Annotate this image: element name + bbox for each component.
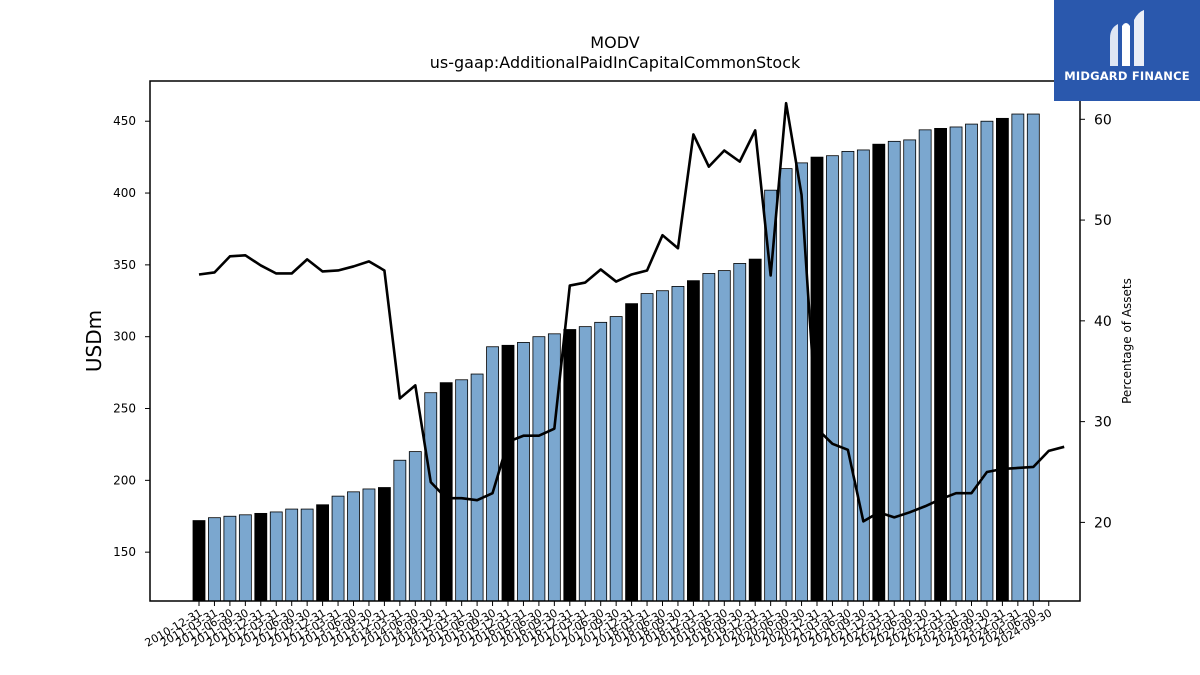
bar-2016-12-31 bbox=[563, 329, 577, 602]
bar-2019-12-31 bbox=[748, 258, 762, 602]
plot-frame bbox=[149, 80, 1081, 602]
bar-2024-03-31 bbox=[1011, 113, 1025, 602]
bar-2015-06-30 bbox=[470, 373, 484, 602]
bar-2020-06-30 bbox=[779, 168, 793, 602]
bar-2021-06-30 bbox=[841, 150, 855, 602]
bar-2019-06-30 bbox=[717, 270, 731, 602]
bar-2013-09-30 bbox=[362, 488, 376, 602]
y-tick-label: 350 bbox=[113, 258, 136, 272]
y-tick-label: 300 bbox=[113, 330, 136, 344]
bar-2020-03-31 bbox=[764, 189, 778, 602]
chart-subtitle: us-gaap:AdditionalPaidInCapitalCommonSto… bbox=[430, 53, 801, 72]
bar-2014-09-30 bbox=[424, 392, 438, 602]
bar-2017-09-30 bbox=[609, 316, 623, 602]
bar-2014-03-31 bbox=[393, 459, 407, 602]
y2-tick-label: 30 bbox=[1094, 415, 1112, 431]
bar-2011-03-31 bbox=[208, 517, 221, 602]
bar-2012-03-31 bbox=[269, 511, 283, 602]
bar-2016-09-30 bbox=[547, 333, 561, 602]
chart-title: MODV bbox=[590, 33, 639, 52]
midgard-finance-logo: MIDGARD FINANCE bbox=[1054, 0, 1200, 101]
percentage-line-group bbox=[198, 101, 1065, 523]
bar-2023-03-31 bbox=[949, 126, 963, 602]
bar-2012-09-30 bbox=[300, 508, 314, 602]
bar-2012-06-30 bbox=[285, 508, 299, 602]
bar-2017-12-31 bbox=[625, 303, 638, 602]
y-tick-label: 250 bbox=[113, 402, 136, 416]
bar-2011-06-30 bbox=[223, 515, 237, 602]
left-axis: 150 200 250 300 350 400 450 bbox=[113, 114, 150, 559]
bar-2021-12-31 bbox=[872, 143, 886, 602]
bar-2022-03-31 bbox=[887, 140, 901, 602]
bar-2013-12-31 bbox=[377, 487, 391, 602]
bar-2012-12-31 bbox=[316, 504, 330, 602]
y2-axis-label: Percentage of Assets bbox=[1120, 278, 1134, 404]
bar-2013-03-31 bbox=[331, 495, 345, 602]
bar-2022-09-30 bbox=[918, 129, 932, 602]
bar-2016-03-31 bbox=[517, 342, 530, 602]
bar-2017-06-30 bbox=[594, 321, 608, 602]
bar-2015-09-30 bbox=[486, 346, 499, 602]
bar-2023-06-30 bbox=[965, 123, 978, 602]
bar-2020-09-30 bbox=[795, 162, 808, 602]
bar-2023-12-31 bbox=[996, 117, 1009, 602]
y2-tick-label: 40 bbox=[1094, 314, 1112, 330]
bar-2014-12-31 bbox=[439, 382, 453, 602]
y-tick-label: 200 bbox=[113, 473, 136, 487]
logo-text: MIDGARD FINANCE bbox=[1064, 69, 1190, 83]
bar-2024-06-30 bbox=[1026, 113, 1040, 602]
bar-2017-03-31 bbox=[578, 326, 592, 602]
bar-2014-06-30 bbox=[408, 451, 422, 602]
y2-tick-label: 20 bbox=[1094, 515, 1112, 531]
y-tick-label: 450 bbox=[113, 114, 136, 128]
bar-2021-03-31 bbox=[826, 155, 839, 602]
x-axis: 2010-12-312011-03-312011-06-302011-09-30… bbox=[143, 601, 1054, 650]
percentage-line bbox=[198, 101, 1065, 523]
bar-2013-06-30 bbox=[347, 491, 360, 602]
y2-tick-label: 50 bbox=[1094, 213, 1112, 229]
y-tick-label: 150 bbox=[113, 545, 136, 559]
bar-2018-03-31 bbox=[640, 293, 654, 602]
bar-2022-12-31 bbox=[934, 127, 947, 602]
bar-2011-12-31 bbox=[254, 512, 268, 602]
bar-2011-09-30 bbox=[238, 514, 252, 602]
bar-2015-03-31 bbox=[455, 379, 469, 602]
y2-tick-label: 60 bbox=[1094, 112, 1112, 128]
bar-2016-06-30 bbox=[532, 336, 546, 602]
bar-2015-12-31 bbox=[501, 344, 515, 602]
right-axis: 20 30 40 50 60 bbox=[1080, 112, 1112, 531]
bar-2018-06-30 bbox=[656, 290, 669, 602]
bar-2023-09-30 bbox=[980, 120, 994, 602]
bar-2019-03-31 bbox=[702, 273, 716, 602]
bar-2022-06-30 bbox=[903, 139, 917, 602]
y-tick-label: 400 bbox=[113, 186, 136, 200]
midgard-logo-icon bbox=[1110, 10, 1144, 66]
y-axis-label: USDm bbox=[82, 310, 106, 372]
bars-group bbox=[192, 113, 1040, 602]
bar-2019-09-30 bbox=[733, 263, 747, 602]
bar-2010-12-31 bbox=[192, 520, 206, 602]
bar-2021-09-30 bbox=[856, 149, 870, 602]
bar-2018-09-30 bbox=[671, 286, 685, 602]
bar-2018-12-31 bbox=[687, 280, 700, 602]
